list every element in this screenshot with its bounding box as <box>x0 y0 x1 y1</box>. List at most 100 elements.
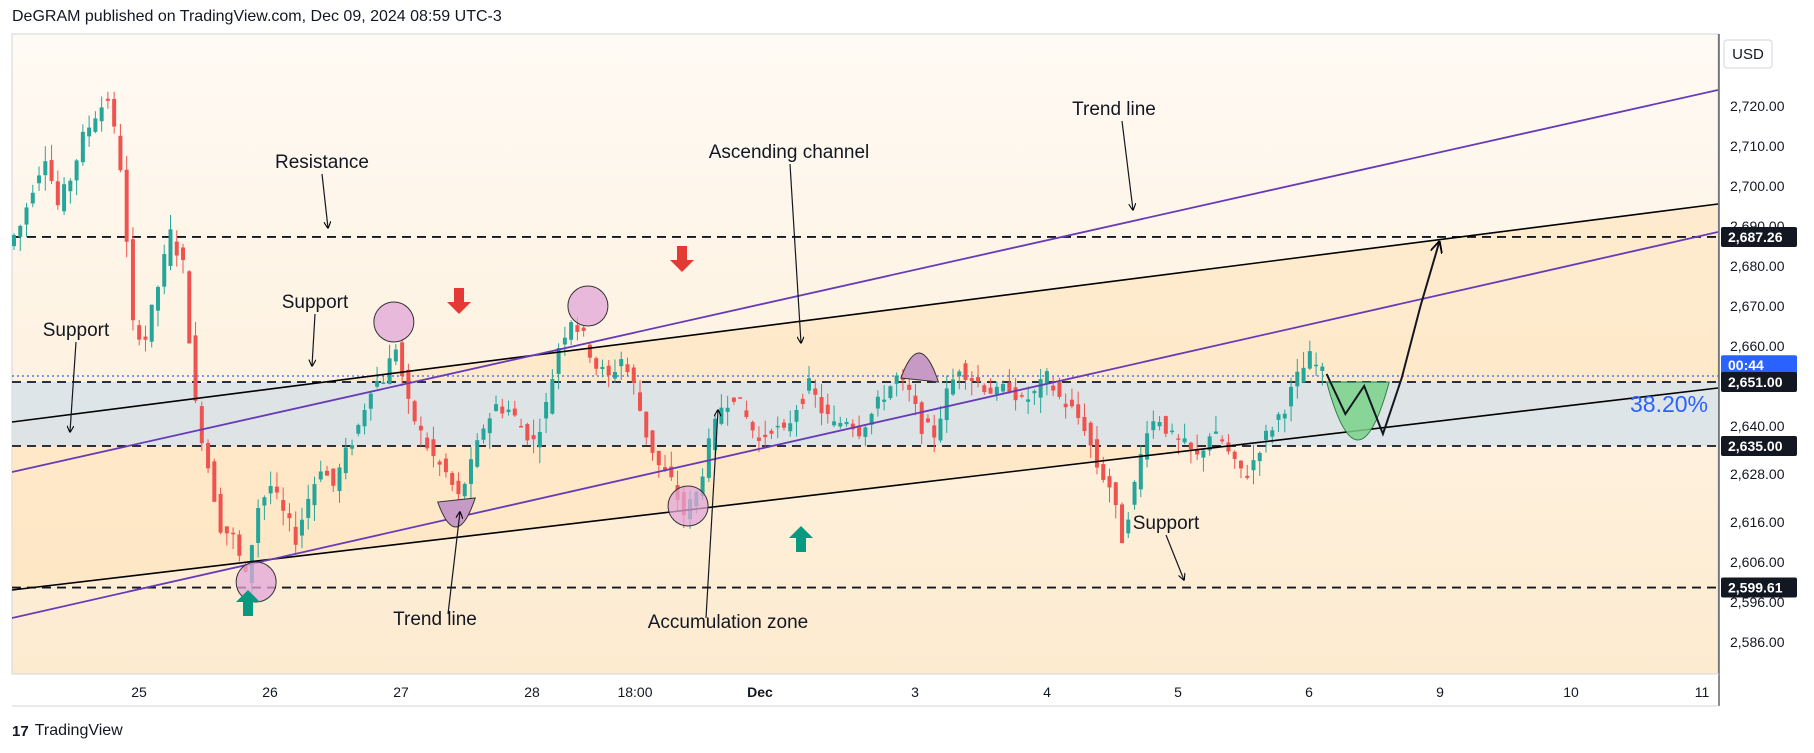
candle-body <box>925 418 930 423</box>
candle-body <box>951 379 955 395</box>
candle-body <box>819 397 824 414</box>
candle-body <box>1170 430 1175 433</box>
price-tick-label: 2,700.00 <box>1730 178 1785 194</box>
annotation-arrow <box>705 410 718 619</box>
candle-body <box>919 402 924 434</box>
candle-body <box>706 438 711 478</box>
candle-body <box>356 424 361 434</box>
candle-body <box>1051 385 1056 391</box>
candle-body <box>825 404 830 415</box>
candle-body <box>781 422 786 428</box>
currency-button[interactable] <box>1723 39 1773 69</box>
candle-body <box>1013 387 1018 401</box>
channel-lower-line[interactable] <box>12 387 1718 591</box>
annotation-arrow <box>321 173 328 228</box>
candle-body <box>55 181 60 206</box>
tradingview-logo-icon: 17 <box>12 722 29 740</box>
candle-body <box>350 445 355 449</box>
time-tick-label: Dec <box>747 684 773 700</box>
candle-body <box>725 407 730 412</box>
candle-body <box>525 424 530 441</box>
candle-body <box>1001 384 1006 392</box>
label-accumulation-zone: Accumulation zone <box>648 612 809 633</box>
signal-arrows <box>236 246 813 616</box>
candle-body <box>763 434 768 438</box>
time-tick-label: 5 <box>1174 684 1182 700</box>
candle-body <box>907 384 912 390</box>
candle-body <box>1063 403 1068 408</box>
candle-body <box>224 526 229 534</box>
time-tick-label: 10 <box>1563 684 1579 700</box>
rounding-top-shape <box>900 352 940 383</box>
candle-body <box>775 425 780 428</box>
candle-body <box>62 184 67 212</box>
candle-body <box>813 388 818 395</box>
candle-body <box>587 344 592 358</box>
candle-body <box>550 379 555 414</box>
candle-body <box>1301 367 1306 383</box>
candle-body <box>337 467 342 492</box>
candle-body <box>406 369 411 399</box>
candle-body <box>262 497 267 506</box>
footer-brand: TradingView <box>34 722 123 739</box>
candle-body <box>619 359 624 367</box>
candle-body <box>838 422 843 427</box>
candle-body <box>857 426 862 437</box>
candle-body <box>700 476 705 496</box>
candle-body <box>788 423 793 432</box>
projection-bowl <box>1325 381 1390 441</box>
candle-body <box>124 169 129 242</box>
price-badge <box>1721 355 1797 376</box>
candle-body <box>287 513 292 519</box>
candle-body <box>994 386 999 395</box>
candle-body <box>412 401 417 422</box>
candle-body <box>850 423 855 430</box>
sell-arrow-icon <box>447 288 471 314</box>
price-badge-label: 00:44 <box>1728 357 1764 373</box>
candle-body <box>343 447 348 474</box>
candle-body <box>162 254 167 287</box>
candle-body <box>638 392 642 411</box>
candle-body <box>556 348 561 374</box>
price-tick-label: 2,680.00 <box>1730 258 1785 274</box>
candle-body <box>137 325 142 340</box>
candle-body <box>1195 449 1200 455</box>
candle-body <box>800 398 805 404</box>
candle-body <box>1320 366 1325 371</box>
candle-body <box>1270 430 1275 437</box>
candle-body <box>988 387 993 394</box>
candle-body <box>1038 379 1043 398</box>
candle-body <box>274 486 279 493</box>
candle-body <box>1264 430 1268 441</box>
candle-body <box>118 135 123 171</box>
candle-body <box>400 342 405 377</box>
candle-body <box>375 381 380 387</box>
candle-body <box>99 107 104 122</box>
time-axis-ticks: 25 26 27 28 18:00 Dec 3 4 5 6 9 10 11 <box>131 684 1709 700</box>
candle-body <box>1145 433 1150 460</box>
candle-body <box>882 399 887 402</box>
candle-body <box>1207 436 1212 451</box>
candle-body <box>832 421 837 426</box>
publisher-header: DeGRAM published on TradingView.com, Dec… <box>12 8 502 25</box>
trend-line-upper[interactable] <box>12 89 1718 473</box>
footer-branding[interactable]: 17 TradingView <box>12 722 123 740</box>
candle-body <box>913 395 918 405</box>
candle-body <box>193 335 198 401</box>
candle-body <box>218 494 223 533</box>
pivot-circle <box>567 285 609 327</box>
annotation-arrow <box>789 163 801 343</box>
annotation-arrow <box>447 512 460 615</box>
candle-body <box>1113 482 1118 506</box>
candle-body <box>143 336 148 340</box>
projection-path[interactable] <box>1325 242 1440 437</box>
price-tick-label: 2,640.00 <box>1730 418 1785 434</box>
annotation-arrow <box>70 341 77 432</box>
candle-body <box>443 458 448 473</box>
candle-body <box>1101 464 1106 480</box>
candle-body <box>1226 442 1231 452</box>
candle-body <box>875 396 880 409</box>
candle-body <box>500 406 505 414</box>
trend-line-lower[interactable] <box>12 231 1718 619</box>
